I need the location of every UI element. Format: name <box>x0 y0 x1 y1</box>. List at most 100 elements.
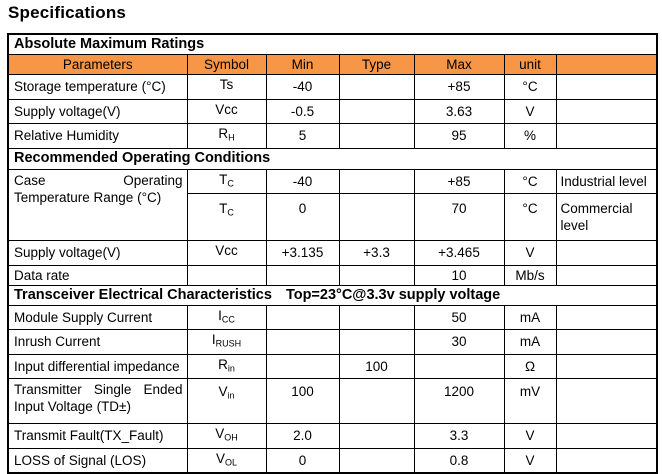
column-header-notes <box>555 54 658 75</box>
cell-unit: mA <box>503 304 557 330</box>
cell-parameter: Module Supply Current <box>7 304 188 330</box>
cell-min: 0 <box>265 193 340 241</box>
cell-note <box>555 98 658 124</box>
cell-parameter: Input differential impedance <box>7 353 188 379</box>
table-row: Data rate 10 Mb/s <box>7 264 658 286</box>
cell-max: 10 <box>413 264 505 286</box>
section-condition-note: Top=23°C@3.3v supply voltage <box>285 286 501 303</box>
symbol-subscript: OL <box>225 457 238 467</box>
cell-min <box>265 264 340 286</box>
column-header-min: Min <box>265 54 340 75</box>
cell-max: 1200 <box>413 378 505 424</box>
table-row: Supply voltage(V) Vcc -0.5 3.63 V <box>7 98 658 124</box>
symbol-subscript: C <box>227 178 234 188</box>
cell-unit: V <box>503 423 557 449</box>
cell-type <box>338 123 415 149</box>
cell-unit: V <box>503 240 557 266</box>
cell-max: 50 <box>413 304 505 330</box>
table-row: Module Supply Current ICC 50 mA <box>7 304 658 330</box>
cell-note <box>555 423 658 449</box>
cell-unit: V <box>503 447 557 474</box>
section-title-row: Transceiver Electrical Characteristics To… <box>7 284 658 306</box>
cell-unit: Mb/s <box>503 264 557 286</box>
symbol-text: Vcc <box>215 101 238 117</box>
section-header-row: Transceiver Electrical Characteristics To… <box>7 284 658 306</box>
cell-unit: °C <box>503 168 557 194</box>
cell-note <box>555 329 658 355</box>
cell-unit: °C <box>503 193 557 241</box>
cell-min: 5 <box>265 123 340 149</box>
cell-symbol: Rin <box>186 353 267 379</box>
cell-type <box>338 447 415 474</box>
table-row: Inrush Current IRUSH 30 mA <box>7 329 658 355</box>
cell-parameter: Storage temperature (°C) <box>7 74 188 100</box>
cell-parameter: Transmit Fault(TX_Fault) <box>7 423 188 449</box>
table-row: Supply voltage(V) Vcc +3.135 +3.3 +3.465… <box>7 240 658 266</box>
cell-symbol: Vcc <box>186 240 267 266</box>
cell-note <box>555 304 658 330</box>
symbol-text: Vcc <box>215 243 238 258</box>
cell-max: 95 <box>413 123 505 149</box>
cell-symbol: ICC <box>186 304 267 330</box>
section-header-row: Recommended Operating Conditions <box>7 147 658 170</box>
cell-type <box>338 423 415 449</box>
column-header-row: Parameters Symbol Min Type Max unit <box>7 54 658 75</box>
cell-symbol <box>186 264 267 286</box>
cell-type: 100 <box>338 353 415 379</box>
symbol-text: Ts <box>219 77 234 92</box>
cell-parameter: Transmitter Single Ended Input Voltage (… <box>7 378 188 424</box>
cell-unit: °C <box>503 74 557 100</box>
symbol-subscript: H <box>228 132 235 143</box>
cell-type <box>338 193 415 241</box>
symbol-subscript: in <box>227 390 235 401</box>
cell-note <box>555 74 658 100</box>
symbol-text: I <box>218 307 222 323</box>
cell-max: +85 <box>413 168 505 194</box>
cell-max <box>413 353 505 379</box>
column-header-type: Type <box>338 54 415 75</box>
symbol-text: R <box>218 356 228 372</box>
cell-type <box>338 329 415 355</box>
cell-max: 0.8 <box>413 447 505 474</box>
cell-max: +3.465 <box>413 240 505 266</box>
cell-max: 30 <box>413 329 505 355</box>
cell-note <box>555 264 658 286</box>
cell-note: Commercial level <box>555 193 658 241</box>
cell-min <box>265 329 340 355</box>
cell-unit: Ω <box>503 353 557 379</box>
table-row: Transmit Fault(TX_Fault) VOH 2.0 3.3 V <box>7 423 658 449</box>
cell-symbol: Vcc <box>186 98 267 124</box>
cell-parameter: Supply voltage(V) <box>7 98 188 124</box>
cell-unit: V <box>503 98 557 124</box>
cell-type <box>338 378 415 424</box>
cell-symbol: IRUSH <box>186 329 267 355</box>
table-row: Transmitter Single Ended Input Voltage (… <box>7 378 658 424</box>
symbol-text: V <box>218 384 228 399</box>
cell-symbol: TC <box>186 168 267 194</box>
cell-symbol: Vin <box>186 378 267 424</box>
table-row: Relative Humidity RH 5 95 % <box>7 123 658 149</box>
cell-parameter: Relative Humidity <box>7 123 188 149</box>
cell-note <box>555 353 658 379</box>
cell-max: +85 <box>413 74 505 100</box>
cell-note <box>555 240 658 266</box>
cell-note: Industrial level <box>555 168 658 194</box>
cell-type: +3.3 <box>338 240 415 266</box>
symbol-text: I <box>211 332 216 347</box>
section-title: Recommended Operating Conditions <box>7 147 658 170</box>
column-header-symbol: Symbol <box>186 54 267 75</box>
section-title: Absolute Maximum Ratings <box>7 33 658 55</box>
cell-symbol: VOL <box>186 447 267 474</box>
cell-min: 2.0 <box>265 423 340 449</box>
symbol-text: R <box>218 126 229 141</box>
cell-min <box>265 353 340 379</box>
cell-type <box>338 264 415 286</box>
symbol-text: V <box>215 450 225 466</box>
table-row: LOSS of Signal (LOS) VOL 0 0.8 V <box>7 447 658 474</box>
cell-min: -40 <box>265 168 340 194</box>
table-row: Input differential impedance Rin 100 Ω <box>7 353 658 379</box>
cell-min: 100 <box>265 378 340 424</box>
cell-min: -40 <box>265 74 340 100</box>
table-row: Case Operating Temperature Range (°C) TC… <box>7 168 658 241</box>
table-row: Storage temperature (°C) Ts -40 +85 °C <box>7 74 658 100</box>
